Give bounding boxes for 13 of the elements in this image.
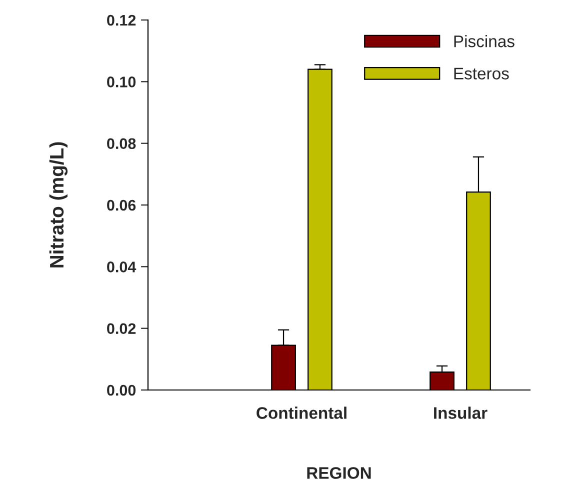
y-axis-title: Nitrato (mg/L)	[49, 142, 68, 268]
legend-label: Esteros	[454, 68, 509, 80]
y-tick-label: 0.00	[107, 384, 136, 396]
y-tick-label: 0.06	[107, 200, 136, 211]
x-tick-label: Insular	[434, 406, 488, 419]
y-tick-label: 0.04	[107, 262, 136, 272]
y-tick-label: 0.12	[107, 14, 136, 26]
x-axis-title: REGION	[307, 467, 371, 479]
y-tick-label: 0.02	[107, 323, 136, 334]
x-tick-label: Continental	[256, 406, 346, 419]
y-tick-label: 0.08	[107, 138, 136, 150]
legend-label: Piscinas	[454, 35, 514, 48]
y-tick-label: 0.10	[107, 76, 136, 88]
